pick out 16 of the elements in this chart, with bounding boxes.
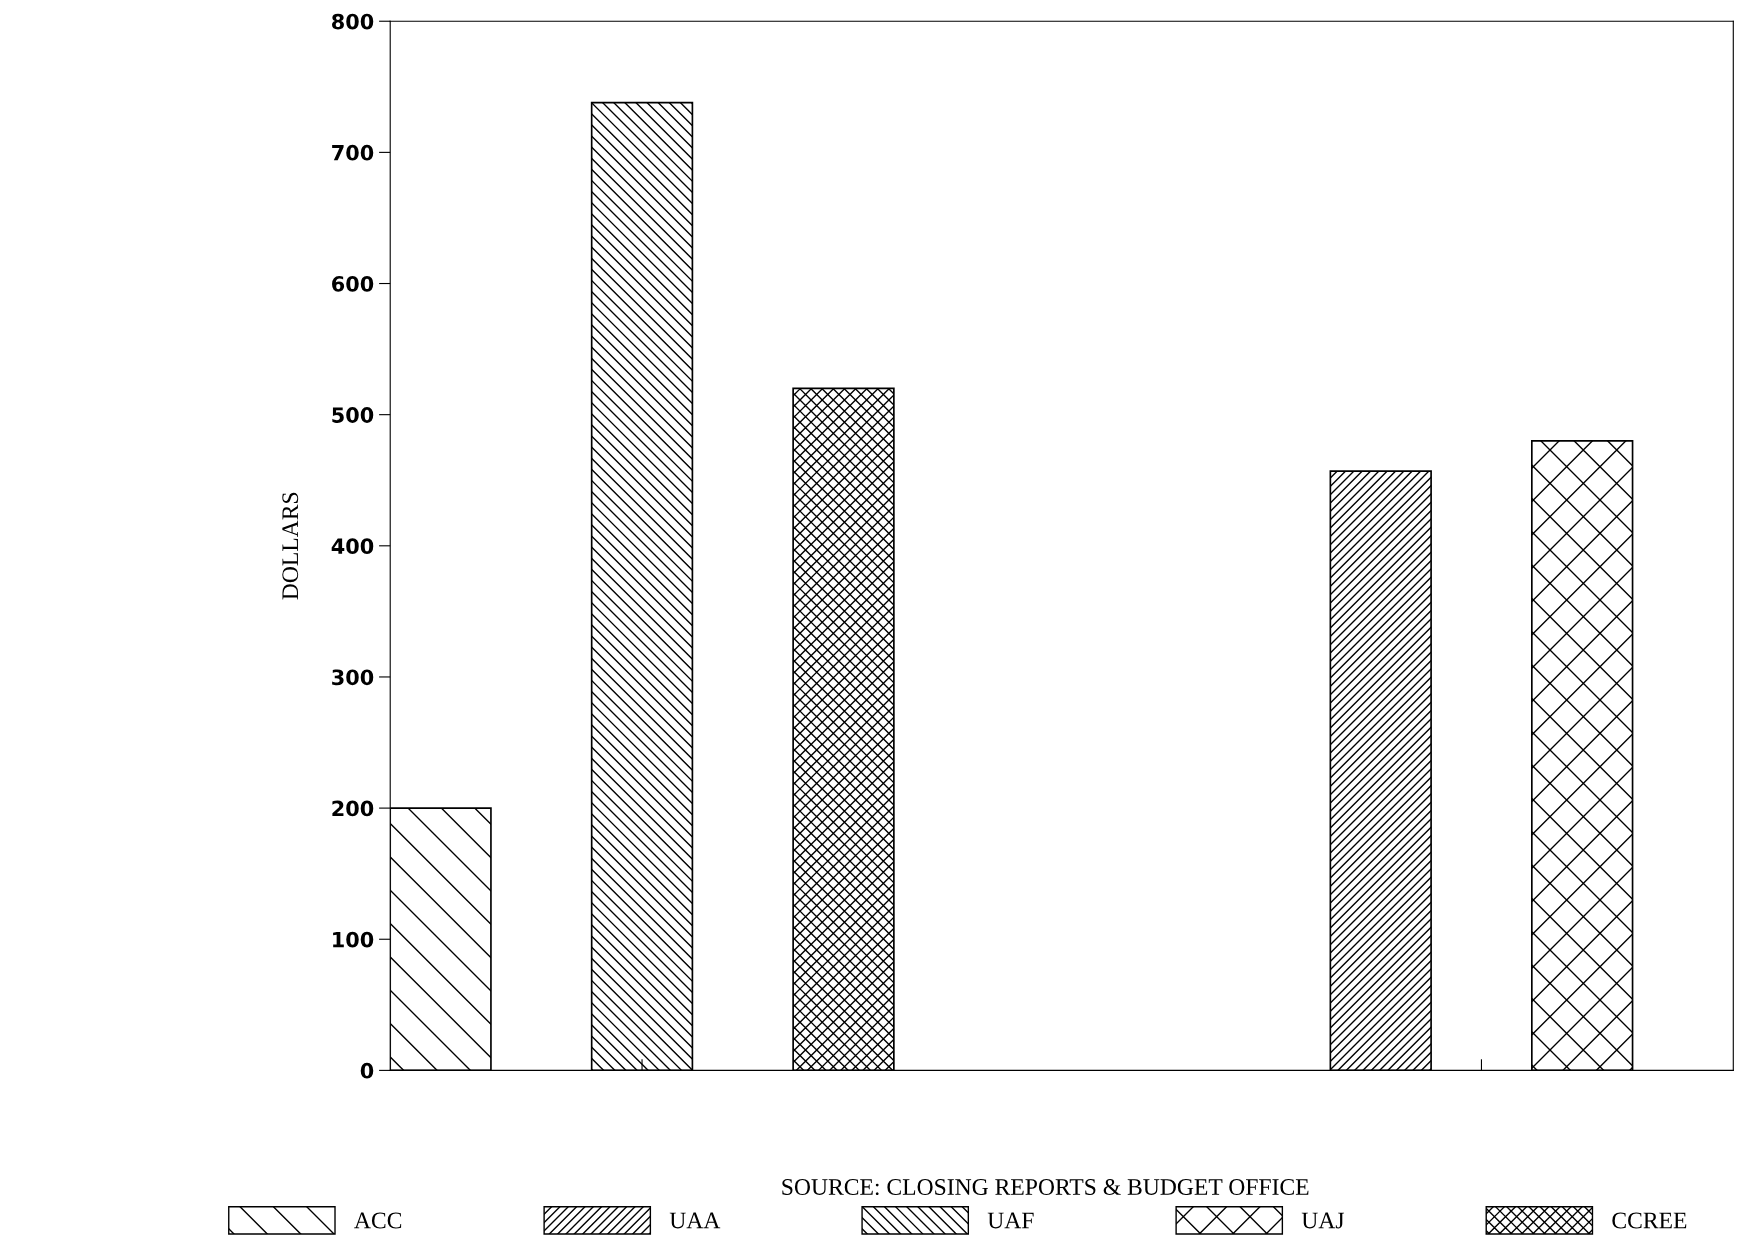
source-note: SOURCE: CLOSING REPORTS & BUDGET OFFICE — [782, 1179, 1309, 1196]
y-tick-label: 200 — [332, 800, 374, 817]
legend-label: CCREE — [1612, 1212, 1687, 1229]
legend-label: ACC — [354, 1212, 402, 1229]
y-tick-label: 800 — [332, 13, 374, 30]
legend-label: UAA — [669, 1212, 721, 1229]
legend-label: UAF — [987, 1212, 1034, 1229]
legend-label: UAJ — [1301, 1212, 1345, 1229]
y-tick-label: 700 — [332, 144, 374, 161]
y-tick-label: 400 — [331, 538, 374, 555]
y-tick-label: 300 — [332, 669, 374, 686]
y-tick-label: 600 — [332, 275, 374, 292]
y-tick-label: 0 — [360, 1062, 374, 1079]
y-axis-title: DOLLARS — [282, 492, 299, 600]
y-tick-label: 500 — [332, 407, 374, 423]
y-tick-label: 100 — [333, 931, 374, 948]
